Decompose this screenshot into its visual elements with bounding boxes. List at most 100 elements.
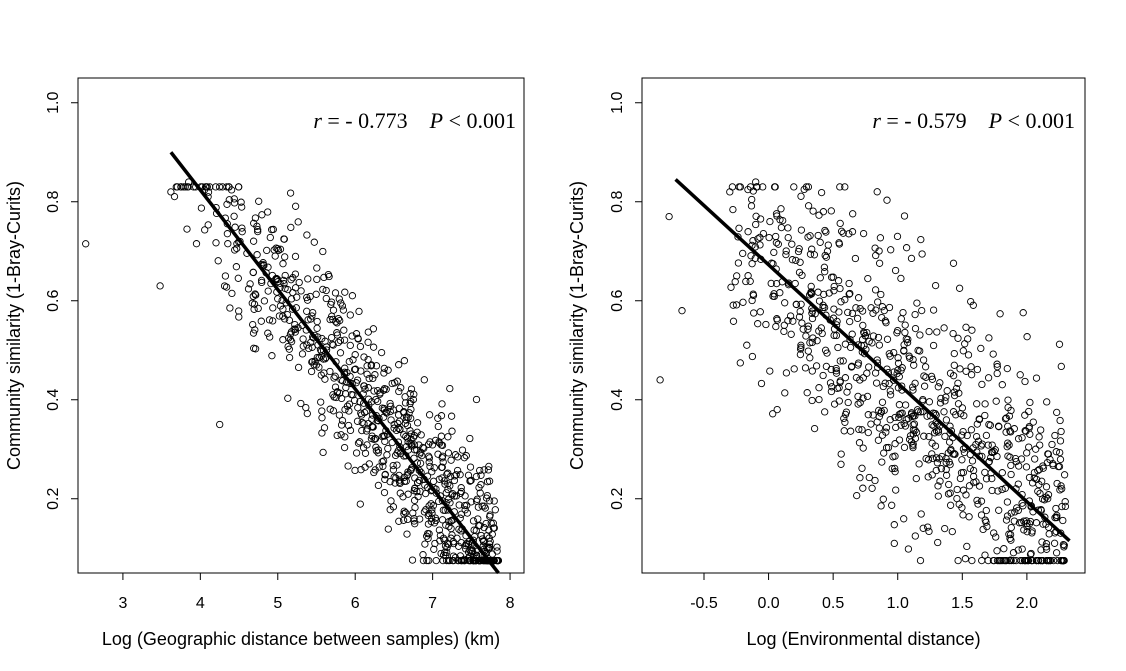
data-point — [1048, 440, 1056, 449]
x-tick-label: 5 — [273, 595, 282, 612]
data-point — [494, 556, 502, 565]
data-point — [864, 411, 872, 419]
data-point — [726, 188, 734, 196]
data-point — [421, 540, 429, 548]
data-point — [1061, 498, 1069, 506]
data-point — [841, 418, 849, 426]
data-point — [832, 331, 841, 340]
data-point — [899, 308, 907, 317]
data-point — [804, 233, 812, 241]
data-point — [423, 556, 431, 565]
data-point — [990, 529, 998, 537]
data-point — [346, 341, 354, 350]
data-point — [380, 488, 389, 497]
data-point — [475, 483, 483, 492]
data-point — [265, 316, 274, 324]
data-point — [875, 341, 884, 349]
data-point — [734, 259, 743, 267]
data-point — [925, 527, 933, 536]
data-point — [287, 338, 296, 346]
data-point — [404, 470, 412, 478]
data-point — [1023, 333, 1031, 341]
data-point — [952, 411, 960, 419]
data-point — [904, 545, 913, 553]
data-point — [872, 251, 880, 260]
data-point — [395, 404, 403, 413]
data-point — [776, 289, 784, 297]
data-point — [444, 469, 452, 477]
data-point — [898, 409, 906, 417]
data-point — [734, 233, 742, 241]
data-point — [968, 457, 977, 465]
data-point — [772, 239, 781, 247]
data-point — [995, 506, 1003, 514]
data-point — [493, 547, 501, 555]
data-point — [431, 436, 440, 445]
data-point — [411, 520, 419, 528]
data-point — [364, 328, 372, 336]
data-point — [845, 290, 853, 298]
data-point — [369, 343, 378, 351]
data-point — [263, 246, 271, 255]
data-point — [771, 183, 779, 191]
data-point — [346, 311, 354, 319]
data-point — [297, 399, 305, 408]
data-point — [348, 292, 357, 300]
data-point — [832, 364, 840, 373]
data-point — [770, 248, 778, 257]
data-point — [821, 408, 829, 416]
data-point — [1012, 457, 1020, 466]
data-point — [880, 449, 888, 457]
data-point — [924, 473, 932, 481]
data-point — [364, 338, 372, 346]
data-point — [912, 474, 920, 483]
data-point — [1032, 445, 1040, 453]
data-point — [315, 363, 323, 371]
data-point — [804, 202, 813, 210]
data-point — [727, 283, 735, 291]
data-point — [794, 247, 803, 256]
data-point — [993, 369, 1001, 378]
data-point — [772, 322, 780, 331]
data-point — [993, 452, 1001, 461]
data-point — [743, 341, 751, 349]
data-point — [1039, 520, 1047, 528]
data-point — [900, 515, 908, 523]
data-point — [390, 424, 398, 432]
data-point — [814, 288, 822, 296]
data-point — [364, 384, 372, 392]
data-point — [246, 280, 254, 288]
data-point — [788, 240, 796, 248]
data-point — [372, 447, 381, 455]
data-point — [848, 309, 857, 318]
data-point — [797, 192, 805, 200]
y-tick-label: 0.2 — [45, 488, 62, 510]
data-point — [230, 212, 238, 220]
data-point — [237, 198, 245, 206]
data-point — [846, 289, 854, 298]
data-point — [303, 409, 311, 418]
panel-environmental-distance: -0.5 0.0 0.5 1.0 1.5 2.0 0.2 0.4 0.6 0.8 1.0 Log (E… — [567, 77, 1086, 649]
data-point — [201, 226, 209, 234]
data-point — [340, 326, 348, 334]
data-point — [1053, 479, 1061, 488]
data-point — [380, 384, 389, 393]
data-point — [992, 533, 1000, 541]
data-point — [377, 348, 386, 357]
data-point — [767, 279, 775, 288]
data-point — [846, 343, 855, 352]
data-point — [434, 422, 442, 431]
data-point — [1044, 523, 1053, 531]
data-point — [879, 495, 887, 503]
data-point — [1025, 407, 1033, 416]
data-point — [431, 514, 440, 522]
data-point — [409, 433, 418, 442]
data-point — [901, 328, 909, 337]
data-point — [379, 432, 388, 440]
data-point — [1037, 556, 1045, 565]
data-point — [322, 286, 330, 295]
data-point — [356, 342, 365, 351]
data-point — [477, 471, 485, 479]
data-point — [483, 491, 491, 500]
data-point — [1004, 422, 1012, 430]
